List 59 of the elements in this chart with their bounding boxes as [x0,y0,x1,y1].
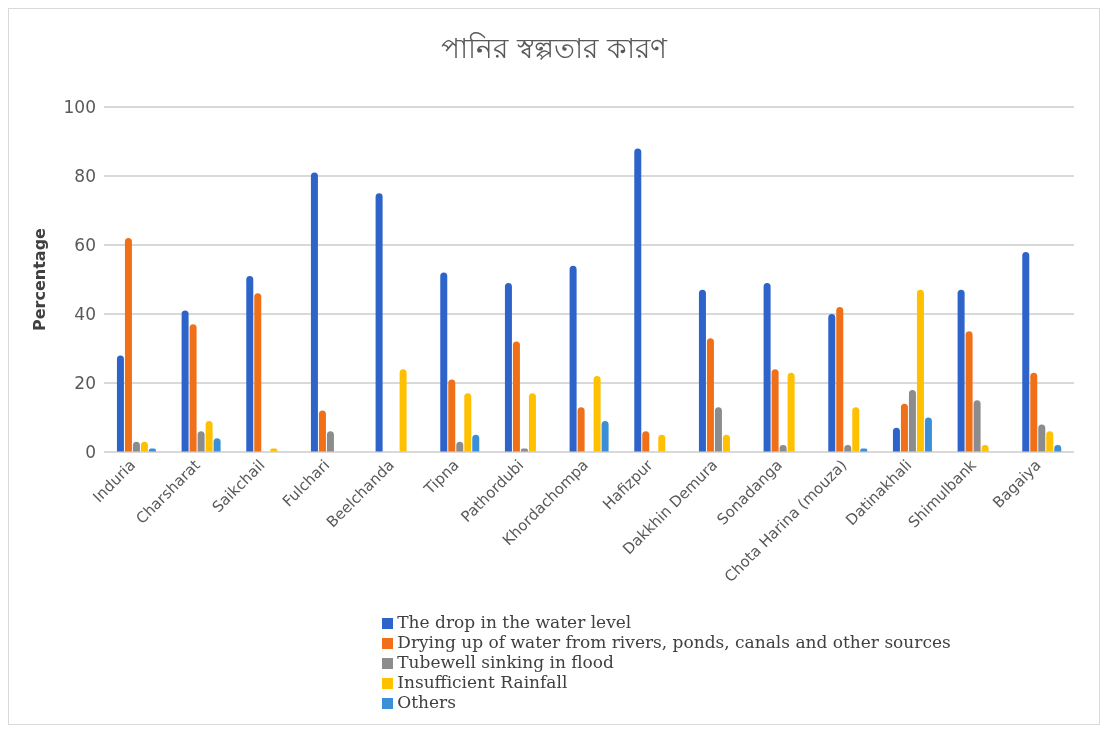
bar [1038,424,1046,452]
bar [900,403,908,452]
bar [1030,372,1038,452]
bar [924,417,932,452]
legend-label: Drying up of water from rivers, ponds, canals and other sources [397,632,951,652]
bar [189,324,197,452]
bar [836,307,844,452]
bar [601,420,609,452]
bar [698,289,706,452]
bar [763,282,771,452]
bar [528,393,536,452]
bar [254,293,262,452]
bar [634,148,642,452]
bar [569,265,577,452]
bar [399,369,407,452]
bar [852,407,860,452]
bar [577,407,585,452]
bar [448,379,456,452]
chart-title: পানির স্বল্পতার কারণ [440,31,669,67]
bar [973,400,981,452]
bar [326,431,334,452]
bar [464,393,472,452]
bar [1046,431,1054,452]
bar [593,376,601,452]
bar [124,238,132,452]
y-tick-label: 80 [74,166,96,187]
bar [828,314,836,452]
legend-label: Insufficient Rainfall [397,672,568,692]
bar [205,420,213,452]
bar [916,289,924,452]
bar [181,310,189,452]
legend-label: Tubewell sinking in flood [397,652,614,672]
y-tick-label: 40 [74,304,96,325]
bar [714,407,722,452]
y-tick-label: 100 [63,97,96,118]
bar [310,172,318,452]
bar [771,369,779,452]
bar [246,276,254,452]
y-tick-label: 60 [74,235,96,256]
legend-label: The drop in the water level [397,612,632,632]
y-axis-title: Percentage [29,227,49,331]
bar [957,289,965,452]
bar [116,355,124,452]
bar [512,341,520,452]
bar [787,372,795,452]
y-tick-label: 20 [74,373,96,394]
bar [318,410,326,452]
bar [965,331,973,452]
bar [375,193,383,452]
legend-label: Others [397,692,456,712]
bar [642,431,650,452]
bar [197,431,205,452]
y-tick-label: 0 [85,442,96,463]
bar [1022,251,1030,452]
bar [706,338,714,452]
bar [892,427,900,452]
bar [908,389,916,452]
bar [504,282,512,452]
bar [440,272,448,452]
